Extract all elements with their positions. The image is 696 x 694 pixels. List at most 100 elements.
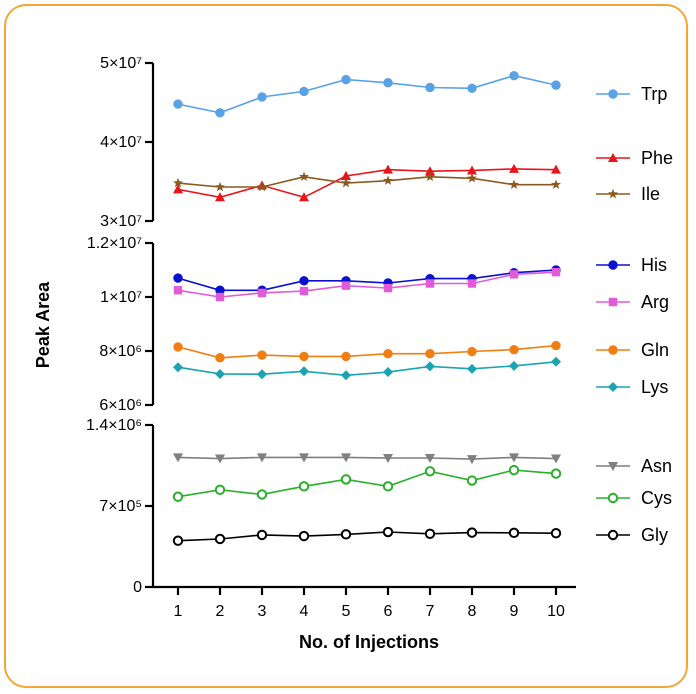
legend-marker [608,382,618,392]
series-line [177,531,557,542]
data-point [298,481,310,492]
data-point [257,92,267,102]
data-point [425,349,435,359]
data-point [467,173,477,183]
data-point [508,464,520,476]
legend-marker [608,89,618,99]
x-tick-label: 7 [426,603,435,620]
data-point [214,484,226,495]
legend-marker [608,260,618,270]
series-line [177,175,556,188]
data-point [256,489,268,500]
y-tick-label: 1.4×10⁶ [86,417,142,434]
data-point [467,346,477,357]
data-point [215,292,225,302]
legend-label: Lys [641,377,668,397]
series-gly [172,526,562,546]
data-point [341,74,351,85]
data-point [509,163,519,173]
series-asn [173,453,561,465]
data-point [173,453,183,463]
legend-label: Gln [641,340,669,360]
legend-marker [608,153,618,162]
data-point [383,367,393,378]
legend-marker [608,345,618,355]
legend-label: His [641,255,667,275]
data-point [383,283,393,293]
series-ile [173,171,561,192]
data-point [299,453,309,463]
legend-item-ile: Ile [596,184,660,204]
data-point [425,279,435,288]
data-point [551,164,561,174]
series-line [177,344,557,359]
data-point [383,453,393,463]
legend-label: Gly [641,525,668,545]
data-point [551,267,561,277]
data-point [173,177,183,188]
x-tick-label: 1 [174,603,183,620]
data-point [173,342,183,352]
data-point [509,70,519,81]
y-tick-label: 6×10⁶ [99,397,142,414]
data-point [299,86,309,97]
legend-label: Cys [641,488,672,508]
data-point [173,273,183,283]
data-point [383,78,393,88]
x-tick-label: 9 [510,603,519,620]
data-point [340,474,352,485]
data-point [173,286,183,295]
data-point [424,528,436,539]
legend-label: Trp [641,84,667,104]
legend-label: Ile [641,184,660,204]
series-cys [172,464,562,502]
x-tick-label: 3 [258,603,267,620]
data-point [509,453,519,463]
series-line [177,271,557,298]
data-point [172,491,184,502]
data-point [508,527,520,539]
series-line [177,269,557,292]
legend-label: Phe [641,148,673,168]
series-gln [173,340,561,363]
legend-item-phe: Phe [596,148,673,168]
data-point [298,530,310,542]
legend-marker [607,529,619,541]
data-point [467,165,477,175]
x-tick-label: 4 [300,603,309,620]
data-point [551,356,561,367]
x-axis: 1 2 3 4 5 6 7 8 9 10 [153,585,576,620]
series-line [177,361,557,377]
data-point [551,454,561,464]
series-lines [172,70,562,546]
chart-frame [4,4,688,688]
data-point [215,368,225,379]
data-point [340,529,352,540]
data-point [509,360,519,371]
data-point [257,288,267,298]
x-tick-label: 2 [216,603,225,620]
data-point [173,362,183,373]
legend-item-cys: Cys [596,488,672,508]
data-point [382,481,394,492]
series-phe [173,163,561,202]
legend-item-arg: Arg [596,292,669,312]
y-axes: 3×10⁷ 4×10⁷ 5×10⁷ 6×10⁶ 8×10⁶ 1×10⁷ 1.2×10⁷ 0 7×… [86,55,155,596]
y-axis-segment-bottom: 0 7×10⁵ 1.4×10⁶ [86,417,155,596]
x-tick-label: 8 [468,603,477,620]
data-point [425,82,435,93]
data-point [215,181,225,192]
data-point [256,529,268,541]
data-point [509,344,519,355]
data-point [509,179,519,189]
data-point [341,351,351,362]
y-tick-label: 7×10⁵ [99,498,142,515]
y-tick-label: 5×10⁷ [100,55,142,72]
data-point [341,170,351,180]
series-line [177,168,557,199]
legend-marker [608,188,618,199]
y-axis-segment-top: 3×10⁷ 4×10⁷ 5×10⁷ [100,55,155,230]
data-point [467,83,477,93]
y-axis-title: Peak Area [33,281,53,368]
